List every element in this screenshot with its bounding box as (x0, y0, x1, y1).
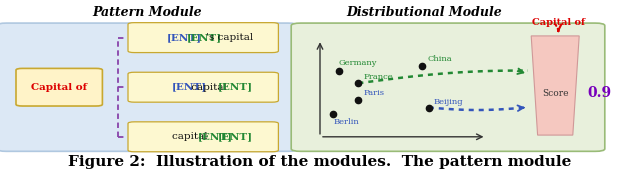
Text: [ENT]: [ENT] (218, 83, 253, 92)
Text: Beijing: Beijing (434, 98, 463, 106)
Text: 0.9: 0.9 (587, 86, 611, 100)
FancyBboxPatch shape (0, 23, 298, 151)
Text: [ENT]: [ENT] (172, 83, 207, 92)
FancyBboxPatch shape (128, 72, 278, 102)
Text: 's capital: 's capital (204, 33, 253, 42)
Text: Pattern Module: Pattern Module (92, 6, 202, 19)
Text: Score: Score (542, 89, 568, 98)
Text: capital: capital (188, 83, 230, 92)
FancyBboxPatch shape (291, 23, 605, 151)
Text: China: China (428, 55, 452, 63)
Text: [ENT]: [ENT] (187, 33, 221, 42)
Text: Capital of: Capital of (31, 83, 87, 92)
Text: capital: capital (172, 132, 211, 141)
Text: Distributional Module: Distributional Module (347, 6, 502, 19)
Text: [ENT]: [ENT] (218, 132, 253, 141)
FancyBboxPatch shape (128, 122, 278, 152)
FancyBboxPatch shape (16, 68, 102, 106)
Text: Figure 2:  Illustration of the modules.  The pattern module: Figure 2: Illustration of the modules. T… (68, 155, 572, 169)
FancyBboxPatch shape (128, 23, 278, 53)
Text: Berlin: Berlin (333, 118, 359, 126)
Polygon shape (531, 36, 579, 135)
Text: Capital of: Capital of (532, 18, 585, 27)
Text: Paris: Paris (364, 89, 385, 97)
Text: [ENT]: [ENT] (166, 33, 202, 42)
Text: [ENT]: [ENT] (198, 132, 233, 141)
Text: France: France (364, 73, 393, 81)
Text: Germany: Germany (339, 60, 377, 67)
